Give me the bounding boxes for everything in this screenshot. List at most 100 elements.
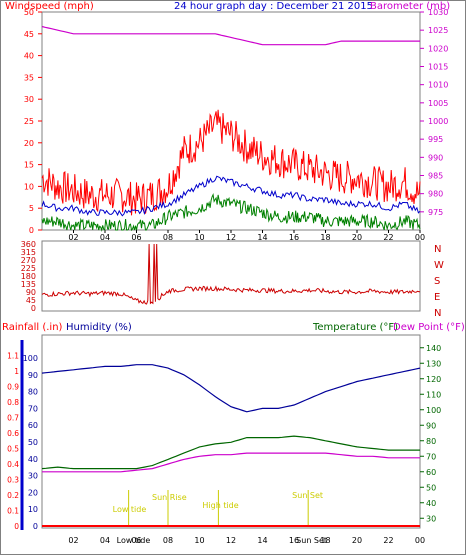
- humidity-tick-label: 70: [28, 404, 38, 413]
- hour-tick-label: 22: [383, 233, 393, 242]
- direction-plot-frame: [41, 240, 421, 312]
- climate-panel: Rainfall (.in) Humidity (%) Temperature …: [2, 322, 465, 545]
- humidity-tick-label: 60: [28, 421, 38, 430]
- temperature-tick-label: 70: [426, 452, 436, 461]
- graph-title: 24 hour graph day : December 21 2015: [174, 1, 373, 12]
- direction-tick-label: 0: [31, 304, 36, 313]
- gust-line: [41, 109, 421, 216]
- temperature-tick-label: 30: [426, 514, 436, 523]
- hour-tick-label: 02: [68, 536, 78, 545]
- temperature-axis-label: Temperature (°F): [312, 322, 398, 333]
- rainfall-axis-label: Rainfall (.in): [2, 322, 63, 333]
- wind-tick-label: 25: [24, 117, 34, 126]
- rainfall-tick-label: 0: [14, 522, 19, 531]
- hour-tick-label: 00: [415, 233, 425, 242]
- temperature-tick-label: 110: [426, 390, 441, 399]
- dewpoint-axis-label: Dew Point (°F): [393, 322, 465, 333]
- humidity-y-ticks: 0 10 20 30 40 50 60 70 80 90 100: [23, 354, 38, 531]
- climate-series: [41, 364, 421, 527]
- compass-label: E: [434, 292, 440, 303]
- rainfall-tick-label: 0.4: [7, 460, 19, 469]
- rainfall-tick-label: 0.1: [7, 507, 19, 516]
- compass-label: S: [434, 276, 440, 287]
- direction-tick-label: 270: [21, 256, 36, 265]
- climate-plot-frame: [41, 334, 421, 529]
- rainfall-tick-label: 0.8: [7, 398, 19, 407]
- rainfall-tick-label: 0.7: [7, 414, 19, 423]
- rainfall-tick-label: 0.5: [7, 445, 19, 454]
- hour-tick-label: 10: [194, 536, 204, 545]
- hour-tick-label: 04: [100, 233, 110, 242]
- barometer-tick-label: 1020: [428, 44, 448, 53]
- hour-tick-label: 16: [289, 536, 299, 545]
- humidity-tick-label: 30: [28, 472, 38, 481]
- rainfall-tick-label: 1: [14, 367, 19, 376]
- dewpoint-line: [42, 452, 420, 473]
- rainfall-tick-label: 0.3: [7, 476, 19, 485]
- barometer-tick-label: 1005: [428, 99, 448, 108]
- wind-panel: Windspeed (mph) 24 hour graph day : Dece…: [5, 1, 450, 242]
- humidity-tick-label: 90: [28, 371, 38, 380]
- hour-tick-label: 18: [320, 536, 330, 545]
- rainfall-y-ticks: 0 0.1 0.2 0.3 0.4 0.5 0.6 0.7 0.8 0.9 1 1.1: [7, 352, 19, 532]
- direction-tick-label: 90: [26, 288, 36, 297]
- event-marker-label: Low tide: [113, 505, 147, 514]
- temperature-tick-label: 140: [426, 344, 441, 353]
- wind-tick-label: 0: [29, 226, 34, 235]
- wind-series: [41, 25, 421, 232]
- rainfall-tick-label: 0.9: [7, 383, 19, 392]
- hour-tick-label: 06: [131, 233, 141, 242]
- humidity-tick-label: 40: [28, 455, 38, 464]
- humidity-tick-label: 50: [28, 438, 38, 447]
- event-bottom-label: Sun Set: [296, 536, 327, 545]
- rainfall-tick-label: 1.1: [7, 352, 19, 361]
- temperature-tick-label: 100: [426, 406, 441, 415]
- hour-tick-label: 22: [383, 536, 393, 545]
- barometer-tick-label: 1030: [428, 8, 448, 17]
- wind-tick-label: 45: [24, 30, 34, 39]
- direction-series: [41, 243, 421, 305]
- humidity-tick-label: 100: [23, 354, 38, 363]
- hour-tick-label: 18: [320, 233, 330, 242]
- rainfall-tick-label: 0.6: [7, 429, 19, 438]
- temperature-tick-label: 90: [426, 421, 436, 430]
- hour-tick-label: 20: [352, 233, 362, 242]
- barometer-tick-label: 1000: [428, 117, 448, 126]
- event-bottom-label: Low tide: [117, 536, 151, 545]
- wind-y-ticks: 0 5 10 15 20 25 30 35 40 45 50: [24, 8, 42, 235]
- compass-label: N: [434, 308, 441, 319]
- direction-tick-label: 315: [21, 248, 36, 257]
- wind-tick-label: 15: [24, 161, 34, 170]
- barometer-line: [41, 25, 420, 46]
- event-marker-label: Sun Rise: [152, 493, 187, 502]
- humidity-tick-label: 10: [28, 505, 38, 514]
- wind-x-ticks: 02 04 06 08 10 12 14 16 18 20 22 00: [68, 230, 425, 242]
- wind-tick-label: 30: [24, 95, 34, 104]
- barometer-axis-label: Barometer (mb): [370, 1, 450, 12]
- hour-tick-label: 12: [226, 536, 236, 545]
- hour-tick-label: 06: [131, 536, 141, 545]
- wind-tick-label: 20: [24, 139, 34, 148]
- temperature-tick-label: 60: [426, 468, 436, 477]
- direction-tick-label: 45: [26, 296, 36, 305]
- hour-tick-label: 10: [194, 233, 204, 242]
- wind-tick-label: 10: [24, 182, 34, 191]
- low-wind-line: [41, 193, 421, 232]
- event-marker-label: High tide: [202, 501, 238, 510]
- barometer-tick-label: 995: [428, 135, 443, 144]
- hour-tick-label: 16: [289, 233, 299, 242]
- hour-tick-label: 00: [415, 536, 425, 545]
- event-marker-label: Sun Set: [292, 491, 323, 500]
- direction-tick-label: 225: [21, 264, 36, 273]
- compass-label: N: [434, 244, 441, 255]
- humidity-tick-label: 20: [28, 488, 38, 497]
- hour-tick-label: 14: [257, 536, 267, 545]
- compass-label: W: [434, 260, 444, 271]
- hour-tick-label: 12: [226, 233, 236, 242]
- wind-tick-label: 40: [24, 52, 34, 61]
- temperature-tick-label: 50: [426, 483, 436, 492]
- hour-tick-label: 02: [68, 233, 78, 242]
